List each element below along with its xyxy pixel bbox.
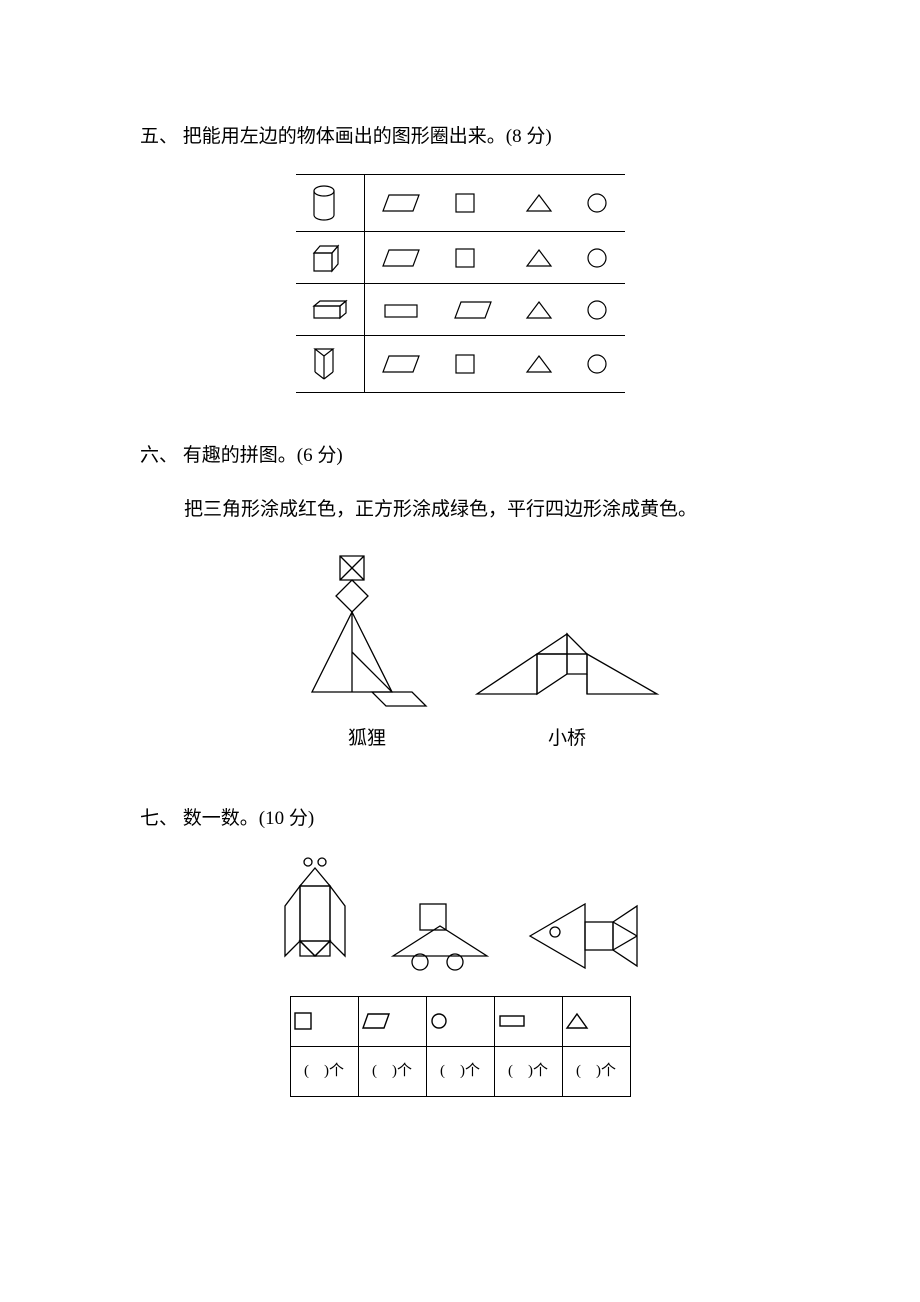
- question-6: 六、 有趣的拼图。(6 分) 把三角形涂成红色，正方形涂成绿色，平行四边形涂成黄…: [140, 439, 780, 756]
- solid-cylinder: [296, 175, 365, 232]
- header-square: [290, 996, 358, 1046]
- solid-cube: [296, 232, 365, 284]
- solid-prism: [296, 336, 365, 393]
- table-row: [290, 996, 630, 1046]
- q5-table-wrap: [140, 174, 780, 393]
- table-row: [296, 284, 625, 336]
- fox-label: 狐狸: [302, 722, 432, 756]
- picture-fish: [525, 896, 645, 976]
- tangram-bridge: 小桥: [472, 624, 662, 756]
- q7-title: 七、 数一数。(10 分): [140, 802, 780, 836]
- table-row: [296, 336, 625, 393]
- count-cell: ( )个: [358, 1046, 426, 1096]
- q6-title: 六、 有趣的拼图。(6 分): [140, 439, 780, 473]
- count-cell: ( )个: [290, 1046, 358, 1096]
- q5-title: 五、 把能用左边的物体画出的图形圈出来。(8 分): [140, 120, 780, 154]
- q5-table: [296, 174, 625, 393]
- header-rectangle: [494, 996, 562, 1046]
- shape-square: [437, 175, 509, 232]
- shape-parallelogram: [364, 232, 437, 284]
- shape-triangle: [509, 175, 569, 232]
- count-cell: ( )个: [562, 1046, 630, 1096]
- shape-triangle: [509, 232, 569, 284]
- table-row: [296, 175, 625, 232]
- shape-circle: [569, 232, 625, 284]
- picture-rocket: [275, 856, 355, 976]
- shape-parallelogram: [364, 336, 437, 393]
- shape-square: [437, 336, 509, 393]
- solid-cuboid: [296, 284, 365, 336]
- shape-circle: [569, 284, 625, 336]
- shape-circle: [569, 336, 625, 393]
- shape-square: [437, 232, 509, 284]
- shape-rectangle: [364, 284, 437, 336]
- shape-circle: [569, 175, 625, 232]
- count-cell: ( )个: [426, 1046, 494, 1096]
- q7-pictures: [140, 856, 780, 976]
- count-cell: ( )个: [494, 1046, 562, 1096]
- picture-car: [385, 896, 495, 976]
- header-circle: [426, 996, 494, 1046]
- header-triangle: [562, 996, 630, 1046]
- shape-triangle: [509, 336, 569, 393]
- q6-instruction: 把三角形涂成红色，正方形涂成绿色，平行四边形涂成黄色。: [184, 493, 780, 527]
- q7-count-table: ( )个 ( )个 ( )个 ( )个 ( )个: [290, 996, 631, 1097]
- shape-parallelogram: [364, 175, 437, 232]
- header-parallelogram: [358, 996, 426, 1046]
- shape-triangle: [509, 284, 569, 336]
- q6-figures: 狐狸: [184, 554, 780, 756]
- tangram-fox: 狐狸: [302, 554, 432, 756]
- question-5: 五、 把能用左边的物体画出的图形圈出来。(8 分): [140, 120, 780, 393]
- shape-parallelogram: [437, 284, 509, 336]
- table-row: ( )个 ( )个 ( )个 ( )个 ( )个: [290, 1046, 630, 1096]
- table-row: [296, 232, 625, 284]
- question-7: 七、 数一数。(10 分): [140, 802, 780, 1097]
- bridge-label: 小桥: [472, 722, 662, 756]
